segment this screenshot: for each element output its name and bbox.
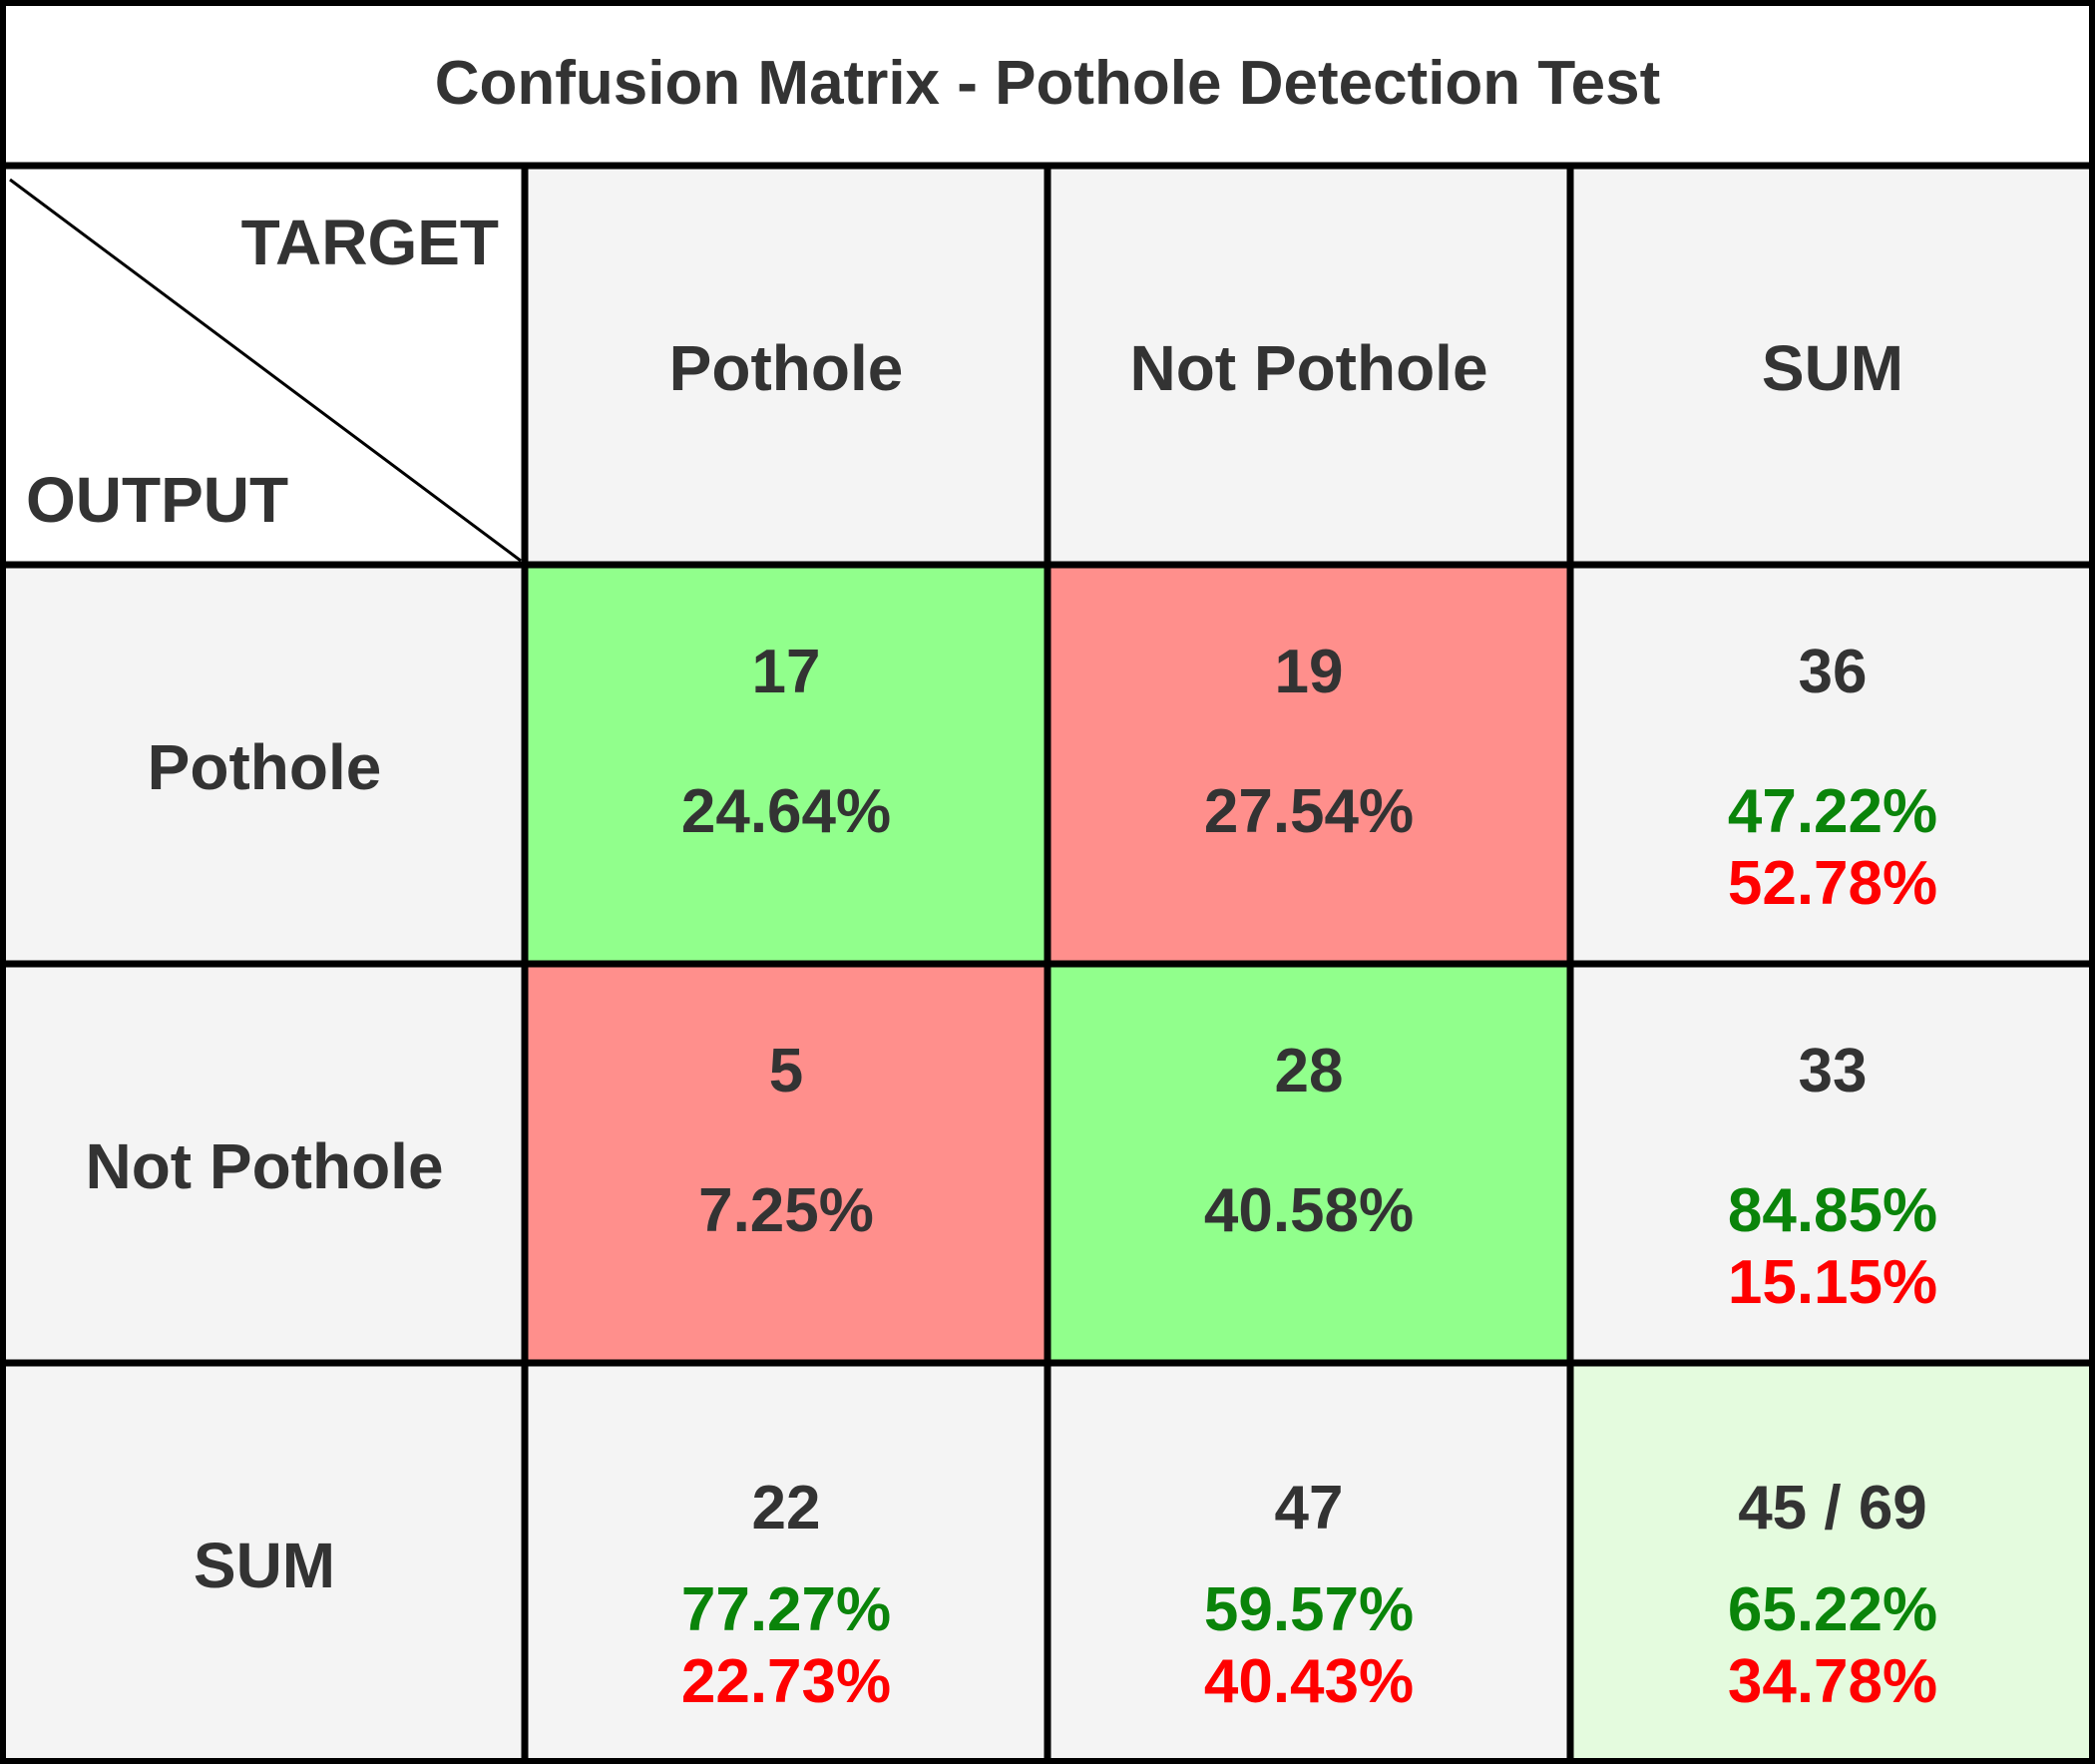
cell-percent-correct: 65.22% [1727,1575,1938,1644]
cell-row-sum-not-pothole: 33 84.85% 15.15% [1570,964,2095,1363]
row-header-label: SUM [193,1530,336,1601]
cell-true-negative: 28 40.58% [1048,964,1570,1363]
cell-percent-correct: 77.27% [680,1575,892,1644]
cell-false-negative: 5 7.25% [525,964,1048,1363]
row-header-pothole: Pothole [4,565,525,964]
column-header-label: SUM [1761,332,1904,404]
cell-count: 47 [1274,1474,1344,1543]
row-header-label: Pothole [147,731,382,803]
column-header-sum: SUM [1570,166,2095,565]
cell-false-positive: 19 27.54% [1048,565,1570,964]
cell-row-sum-pothole: 36 47.22% 52.78% [1570,565,2095,964]
cell-count: 5 [768,1037,804,1105]
column-header-not-pothole: Not Pothole [1048,166,1570,565]
cell-count: 33 [1798,1037,1868,1105]
cell-count: 36 [1798,638,1868,706]
cell-overall-total: 45 / 69 65.22% 34.78% [1570,1363,2095,1764]
cell-percent-correct: 59.57% [1203,1575,1415,1644]
cell-count: 22 [751,1474,821,1543]
cell-column-sum-pothole: 22 77.27% 22.73% [525,1363,1048,1764]
row-header-not-pothole: Not Pothole [4,964,525,1363]
column-header-pothole: Pothole [525,166,1048,565]
cell-percent: 7.25% [698,1176,874,1245]
output-axis-label: OUTPUT [26,464,289,536]
cell-percent-correct: 47.22% [1727,777,1938,846]
cell-column-sum-not-pothole: 47 59.57% 40.43% [1048,1363,1570,1764]
cell-percent: 27.54% [1203,777,1415,846]
cell-count: 19 [1274,638,1344,706]
row-header-label: Not Pothole [85,1130,444,1202]
cell-percent-error: 22.73% [680,1647,892,1716]
cell-count: 45 / 69 [1738,1474,1927,1543]
cell-percent: 40.58% [1203,1176,1415,1245]
target-axis-label: TARGET [240,207,499,278]
cell-count: 17 [751,638,821,706]
cell-percent-error: 52.78% [1727,849,1938,918]
row-header-sum: SUM [4,1363,525,1764]
cell-count: 28 [1274,1037,1344,1105]
cell-percent-error: 15.15% [1727,1248,1938,1317]
column-header-label: Not Pothole [1129,332,1488,404]
cell-true-positive: 17 24.64% [525,565,1048,964]
cell-percent: 24.64% [680,777,892,846]
cell-percent-correct: 84.85% [1727,1176,1938,1245]
corner-diagonal [9,178,522,563]
column-header-label: Pothole [668,332,904,404]
chart-title: Confusion Matrix - Pothole Detection Tes… [434,48,1661,118]
cell-percent-error: 34.78% [1727,1647,1938,1716]
cell-percent-error: 40.43% [1203,1647,1415,1716]
